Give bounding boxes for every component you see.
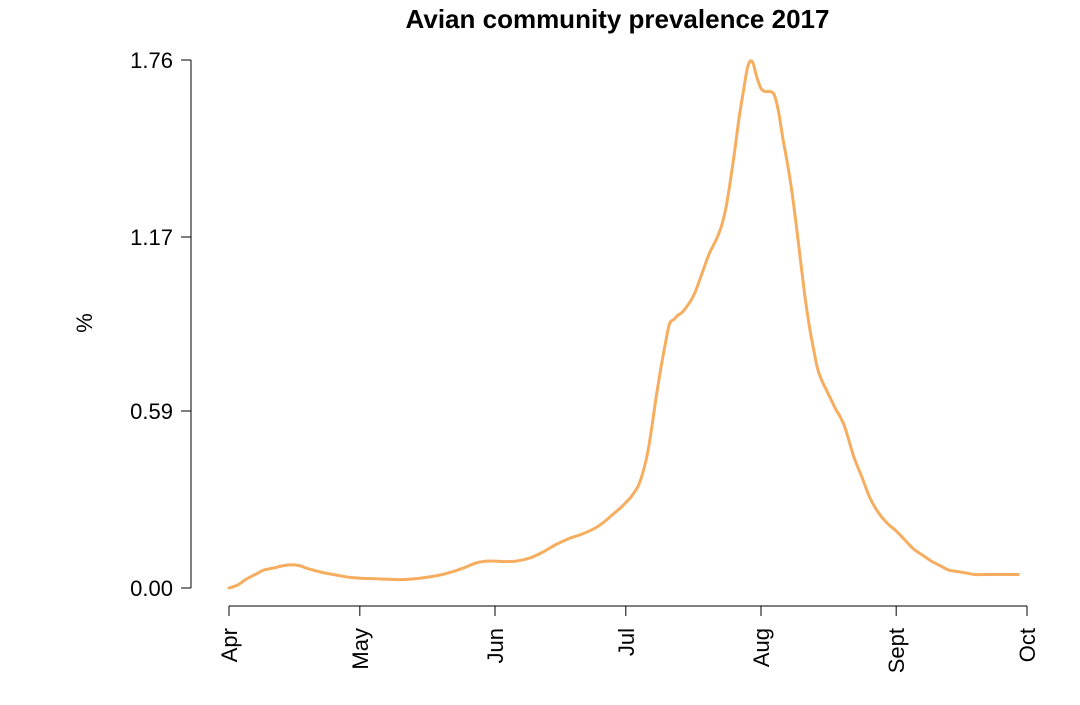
x-axis: Apr May Jun Jul Aug Sept Oct <box>217 605 1040 673</box>
series-line <box>227 59 1020 590</box>
x-tick-label: Apr <box>217 628 242 662</box>
y-tick-label: 1.76 <box>130 48 173 73</box>
y-tick-label: 0.59 <box>130 399 173 424</box>
x-tick-label: Jun <box>483 628 508 663</box>
x-tick-label: Aug <box>749 628 774 667</box>
x-tick-label: Oct <box>1015 628 1040 662</box>
x-tick-label: Sept <box>884 628 909 673</box>
chart-title: Avian community prevalence 2017 <box>405 4 830 34</box>
x-tick-label: Jul <box>614 628 639 656</box>
y-tick-label: 1.17 <box>130 225 173 250</box>
x-tick-label: May <box>348 628 373 670</box>
y-axis: 0.00 0.59 1.17 1.76 <box>130 48 192 601</box>
y-axis-label: % <box>72 313 97 333</box>
y-tick-label: 0.00 <box>130 576 173 601</box>
series-layer <box>227 59 1020 590</box>
